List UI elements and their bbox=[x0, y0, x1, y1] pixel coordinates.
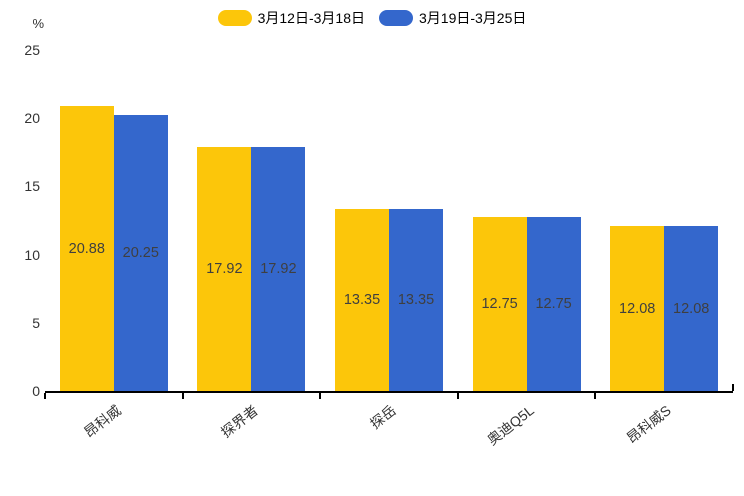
legend: 3月12日-3月18日 3月19日-3月25日 bbox=[0, 8, 744, 28]
bar-value-label: 13.35 bbox=[397, 291, 435, 308]
x-axis-tick bbox=[181, 393, 184, 399]
bar-value-label: 20.25 bbox=[122, 244, 159, 261]
x-axis-category-label: 奥迪Q5L bbox=[483, 402, 537, 449]
x-axis-tick bbox=[456, 393, 459, 399]
x-axis-tick bbox=[732, 384, 734, 391]
y-axis-tick-label: 20 bbox=[24, 110, 40, 127]
x-axis-category-label: 昂科威S bbox=[623, 402, 675, 447]
legend-swatch-week1-icon bbox=[217, 10, 252, 26]
y-axis-unit-label: % bbox=[32, 16, 44, 31]
x-axis-category-label: 昂科威 bbox=[80, 402, 124, 441]
bar-value-label: 17.92 bbox=[260, 260, 297, 277]
bar-value-label: 20.88 bbox=[68, 240, 105, 257]
x-axis-tick bbox=[594, 393, 597, 399]
x-axis-tick bbox=[44, 393, 46, 399]
x-axis-category-label: 探岳 bbox=[366, 402, 399, 432]
bar-series1-探岳[interactable] bbox=[335, 208, 389, 391]
legend-item-week2[interactable]: 3月19日-3月25日 bbox=[379, 8, 526, 28]
legend-item-week1[interactable]: 3月12日-3月18日 bbox=[217, 8, 365, 28]
y-axis-tick-label: 5 bbox=[32, 314, 40, 331]
bar-series2-昂科威[interactable] bbox=[113, 114, 168, 391]
legend-swatch-week2-icon bbox=[379, 10, 413, 26]
bar-series1-奥迪Q5L[interactable] bbox=[472, 217, 527, 391]
bar-series2-昂科威S[interactable] bbox=[664, 226, 719, 391]
bar-value-label: 12.08 bbox=[673, 300, 710, 317]
bar-series1-昂科威[interactable] bbox=[59, 106, 114, 391]
y-axis-tick-label: 10 bbox=[24, 246, 40, 263]
bar-value-label: 12.08 bbox=[619, 300, 656, 317]
legend-label-week1: 3月12日-3月18日 bbox=[257, 10, 365, 26]
y-axis-tick-label: 25 bbox=[24, 42, 40, 58]
x-axis-category-label: 探界者 bbox=[218, 402, 262, 441]
x-axis-tick bbox=[319, 393, 322, 399]
y-axis-tick-label: 0 bbox=[32, 383, 40, 399]
legend-label-week2: 3月19日-3月25日 bbox=[419, 10, 527, 26]
bar-series2-奥迪Q5L[interactable] bbox=[526, 217, 581, 391]
bar-value-label: 13.35 bbox=[343, 291, 381, 308]
bar-series2-探界者[interactable] bbox=[251, 146, 306, 391]
x-axis-line bbox=[45, 391, 733, 393]
bar-value-label: 17.92 bbox=[206, 260, 243, 277]
bar-series1-探界者[interactable] bbox=[197, 146, 252, 391]
bar-series1-昂科威S[interactable] bbox=[610, 226, 665, 391]
bar-series2-探岳[interactable] bbox=[389, 208, 443, 391]
bar-value-label: 12.75 bbox=[481, 296, 518, 313]
y-axis-tick-label: 15 bbox=[24, 178, 40, 195]
bar-value-label: 12.75 bbox=[535, 296, 572, 313]
